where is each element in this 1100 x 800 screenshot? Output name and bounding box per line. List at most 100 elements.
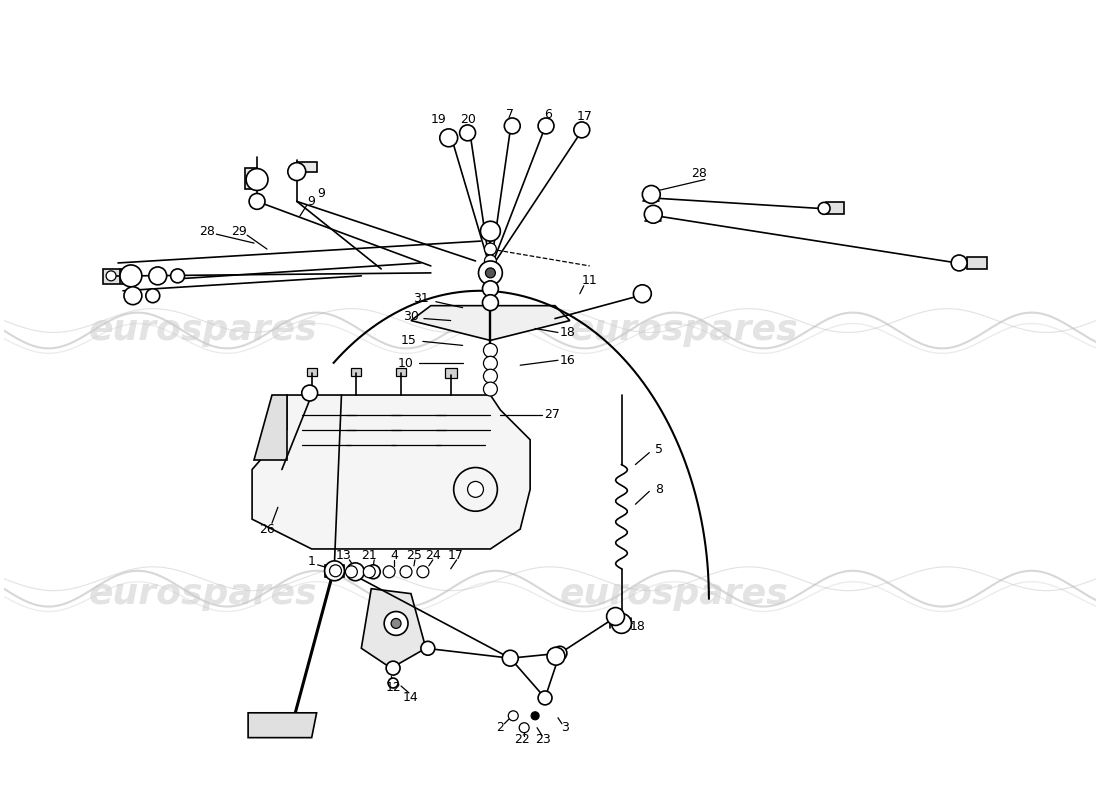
Bar (967, 257, 987, 269)
Circle shape (504, 118, 520, 134)
Bar (297, 162, 317, 171)
Circle shape (106, 271, 116, 281)
Text: 17: 17 (448, 550, 463, 562)
Polygon shape (361, 589, 426, 668)
Circle shape (484, 255, 496, 267)
Text: 4: 4 (390, 550, 398, 562)
Text: 9: 9 (318, 187, 326, 200)
Text: 7: 7 (506, 107, 515, 121)
Circle shape (324, 561, 344, 581)
Text: 19: 19 (431, 114, 447, 126)
Circle shape (483, 281, 498, 297)
Circle shape (484, 356, 497, 370)
Circle shape (246, 169, 268, 190)
Circle shape (366, 565, 381, 578)
Text: 30: 30 (403, 310, 419, 323)
Circle shape (484, 343, 497, 358)
Text: 12: 12 (385, 682, 402, 694)
Text: 13: 13 (336, 550, 351, 562)
Circle shape (818, 202, 830, 214)
Text: 17: 17 (576, 110, 593, 123)
Polygon shape (249, 713, 317, 738)
Text: 26: 26 (260, 522, 275, 535)
Circle shape (484, 370, 497, 383)
Text: 27: 27 (544, 408, 560, 422)
Circle shape (645, 206, 662, 223)
Circle shape (483, 294, 498, 310)
Text: 3: 3 (561, 722, 569, 734)
Circle shape (519, 722, 529, 733)
Circle shape (460, 125, 475, 141)
Text: 21: 21 (362, 550, 377, 562)
Circle shape (642, 186, 660, 203)
Circle shape (146, 289, 160, 302)
Bar (826, 202, 844, 214)
Text: 24: 24 (425, 550, 441, 562)
Polygon shape (252, 395, 530, 549)
Text: 23: 23 (536, 733, 551, 746)
Circle shape (363, 566, 375, 578)
Circle shape (952, 255, 967, 271)
Text: 28: 28 (691, 167, 707, 180)
Text: 20: 20 (460, 114, 475, 126)
Circle shape (400, 566, 412, 578)
Circle shape (392, 618, 402, 629)
Text: 9: 9 (308, 195, 316, 208)
Text: 25: 25 (406, 550, 422, 562)
Text: 2: 2 (496, 722, 504, 734)
Circle shape (478, 261, 503, 285)
Circle shape (484, 243, 496, 255)
Text: eurospares: eurospares (560, 577, 789, 610)
Bar (307, 368, 317, 376)
Bar (396, 368, 406, 376)
Text: 18: 18 (629, 620, 646, 633)
Circle shape (547, 647, 565, 665)
Circle shape (606, 607, 625, 626)
Text: eurospares: eurospares (88, 577, 317, 610)
Bar (324, 565, 344, 577)
Circle shape (288, 162, 306, 181)
Circle shape (574, 122, 590, 138)
Circle shape (481, 222, 500, 241)
Circle shape (124, 286, 142, 305)
Text: 31: 31 (412, 292, 429, 306)
Circle shape (553, 646, 566, 660)
Text: 11: 11 (582, 274, 597, 287)
Text: 10: 10 (398, 357, 414, 370)
Circle shape (346, 563, 364, 581)
Text: 8: 8 (656, 483, 663, 496)
Text: 29: 29 (231, 225, 248, 238)
Text: 5: 5 (656, 443, 663, 456)
Circle shape (468, 482, 484, 498)
Circle shape (612, 614, 631, 634)
Circle shape (120, 265, 142, 286)
Circle shape (538, 691, 552, 705)
Circle shape (301, 385, 318, 401)
Circle shape (170, 269, 185, 283)
Text: eurospares: eurospares (570, 314, 799, 347)
Circle shape (330, 565, 341, 577)
Text: 15: 15 (402, 334, 417, 347)
Circle shape (531, 712, 539, 720)
Bar (103, 269, 133, 284)
Text: 14: 14 (403, 691, 419, 705)
Circle shape (634, 285, 651, 302)
Text: 6: 6 (544, 107, 552, 121)
Polygon shape (254, 395, 287, 459)
Circle shape (484, 382, 497, 396)
Circle shape (538, 118, 554, 134)
Bar (351, 368, 361, 376)
Circle shape (383, 566, 395, 578)
Circle shape (249, 194, 265, 210)
Text: 22: 22 (515, 733, 530, 746)
Text: eurospares: eurospares (88, 314, 317, 347)
Circle shape (440, 129, 458, 146)
Circle shape (503, 650, 518, 666)
Text: 28: 28 (199, 225, 216, 238)
Circle shape (345, 566, 358, 578)
Polygon shape (411, 306, 570, 341)
Circle shape (421, 642, 434, 655)
Text: 18: 18 (560, 326, 575, 339)
Circle shape (388, 678, 398, 688)
Circle shape (386, 661, 400, 675)
